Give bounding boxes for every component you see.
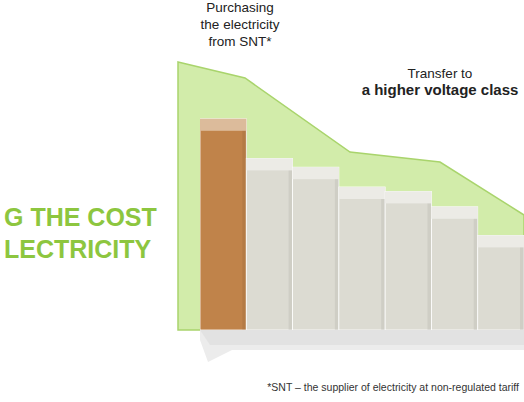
bar	[293, 167, 339, 330]
annotation: from SNT*	[208, 34, 272, 49]
bar-side	[474, 219, 478, 330]
bar-side	[381, 199, 385, 330]
chart: G THE COST LECTRICITY Purchasing the electr…	[0, 0, 524, 402]
annotation: the electricity	[201, 17, 280, 32]
annotation: a higher voltage class	[362, 81, 519, 98]
bar-top	[431, 207, 477, 219]
annotation: Transfer to	[408, 66, 473, 81]
floor-shadow	[200, 330, 524, 362]
bar-top	[478, 235, 524, 247]
bar	[385, 191, 431, 330]
bar-top	[385, 191, 431, 203]
bar	[478, 235, 524, 330]
title: LECTRICITY	[4, 235, 152, 263]
bar	[339, 187, 385, 330]
bar-top	[293, 167, 339, 179]
bar	[431, 207, 477, 330]
bar	[246, 158, 292, 330]
bar-side	[289, 170, 293, 330]
footnote: *SNT – the supplier of electricity at no…	[267, 381, 519, 393]
bars	[200, 119, 524, 330]
bar-side	[520, 247, 524, 330]
bar-top	[200, 119, 246, 131]
bar-side	[335, 179, 339, 330]
bar-side	[242, 131, 246, 330]
bar	[200, 119, 246, 330]
title: G THE COST	[4, 203, 157, 231]
backdrop	[178, 62, 524, 330]
bar-top	[339, 187, 385, 199]
floor	[200, 330, 524, 345]
bar-top	[246, 158, 292, 170]
annotation: Purchasing	[206, 0, 274, 15]
bar-side	[427, 203, 431, 330]
